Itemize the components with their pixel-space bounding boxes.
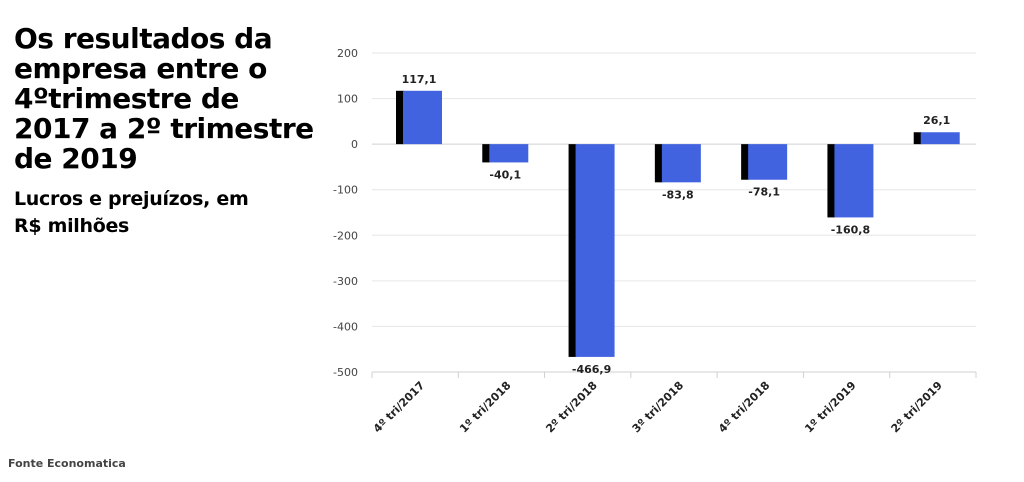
y-tick-label: -500 (333, 366, 358, 379)
y-tick-label: -300 (333, 275, 358, 288)
y-tick-label: 200 (337, 47, 358, 60)
bar-shadow (654, 144, 663, 183)
category-label: 2º tri/2018 (543, 379, 599, 435)
source-note: Fonte Economatica (8, 457, 126, 470)
data-label: -78,1 (748, 186, 780, 199)
data-label: -160,8 (831, 223, 870, 236)
category-label: 3º tri/2018 (630, 379, 686, 435)
category-label: 1º tri/2019 (802, 379, 858, 435)
bar (489, 144, 529, 163)
data-label: 117,1 (402, 73, 437, 86)
y-tick-label: 0 (351, 138, 358, 151)
data-label: -83,8 (662, 188, 694, 201)
y-tick-label: 100 (337, 93, 358, 106)
data-label: 26,1 (923, 114, 950, 127)
data-label: -40,1 (489, 168, 521, 181)
chart-subtitle: Lucros e prejuízos, em R$ milhões (14, 188, 249, 237)
bar-shadow (568, 144, 577, 357)
bar-shadow (396, 90, 404, 145)
y-tick-label: -400 (333, 320, 358, 333)
bar (575, 144, 615, 357)
bar-shadow (741, 144, 750, 180)
chart-title: Os resultados da empresa entre o 4ºtrime… (14, 22, 314, 175)
bar (403, 90, 442, 145)
y-tick-label: -200 (333, 229, 358, 242)
category-label: 4º tri/2017 (371, 379, 427, 435)
bar (834, 144, 874, 218)
bar (920, 132, 960, 145)
bar-shadow (913, 132, 922, 145)
bar (661, 144, 701, 183)
category-label: 1º tri/2018 (457, 379, 513, 435)
bar-shadow (827, 144, 836, 218)
data-label: -466,9 (572, 363, 611, 376)
bar-shadow (482, 144, 491, 163)
y-tick-label: -100 (333, 184, 358, 197)
bar (748, 144, 788, 180)
category-label: 2º tri/2019 (889, 379, 945, 435)
category-label: 4º tri/2018 (716, 379, 772, 435)
